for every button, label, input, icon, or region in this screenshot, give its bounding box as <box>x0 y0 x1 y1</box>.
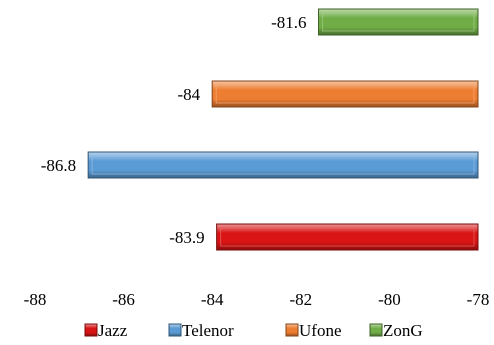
x-tick-label: -78 <box>467 290 490 309</box>
data-label-zong: -81.6 <box>271 13 306 32</box>
bar-bevel-zong <box>322 12 475 32</box>
bar-bevel-ufone <box>215 84 475 104</box>
data-label-telenor: -86.8 <box>41 156 76 175</box>
legend-swatch-zong <box>369 323 383 337</box>
x-tick-label: -86 <box>112 290 135 309</box>
bars-group <box>87 8 479 251</box>
legend-swatch-telenor <box>168 323 182 337</box>
legend-label-telenor: Telenor <box>182 321 234 340</box>
x-tick-label: -84 <box>201 290 224 309</box>
legend-label-ufone: Ufone <box>299 321 341 340</box>
legend-swatch-ufone <box>285 323 299 337</box>
legend-label-jazz: Jazz <box>98 321 128 340</box>
legend-swatch-jazz <box>84 323 98 337</box>
data-label-ufone: -84 <box>178 85 201 104</box>
x-tick-label: -82 <box>289 290 312 309</box>
x-axis-ticks: -88 -86 -84 -82 -80 -78 <box>24 290 490 309</box>
x-tick-label: -88 <box>24 290 47 309</box>
x-tick-label: -80 <box>378 290 401 309</box>
data-label-jazz: -83.9 <box>169 228 204 247</box>
data-labels-group: -83.9 -86.8 -84 -81.6 <box>41 13 307 247</box>
bar-bevel-jazz <box>220 227 475 247</box>
legend-label-zong: ZonG <box>383 321 423 340</box>
legend: Jazz Telenor Ufone ZonG <box>84 321 423 340</box>
bar-bevel-telenor <box>91 155 475 175</box>
